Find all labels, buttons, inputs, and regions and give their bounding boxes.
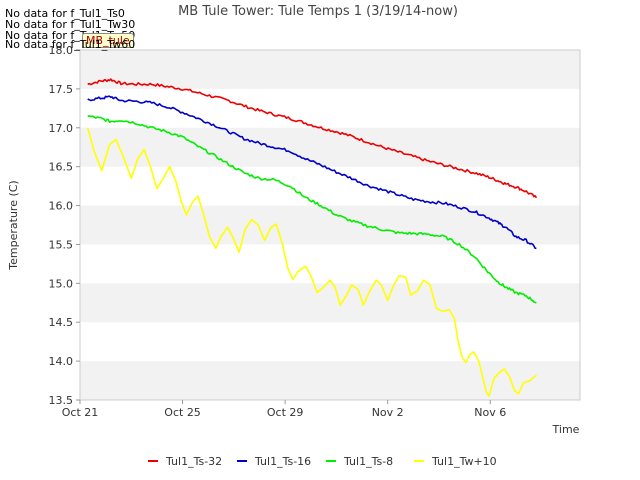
- y-tick-label: 15.5: [49, 238, 74, 251]
- no-data-message: No data for f_Tul1_Tw50: [5, 29, 136, 42]
- chart-title: MB Tule Tower: Tule Temps 1 (3/19/14-now…: [178, 4, 458, 19]
- y-tick-label: 16.5: [49, 161, 74, 174]
- y-axis: 13.5 14.0 14.5 15.0 15.5 16.0 16.5 17.0 17.5 18.0: [49, 44, 80, 407]
- grid-band: [80, 361, 580, 400]
- legend-label: Tul1_Ts-32: [165, 455, 222, 468]
- x-tick-label: Nov 6: [474, 406, 506, 419]
- x-tick-label: Oct 29: [267, 406, 304, 419]
- legend-label: Tul1_Ts-16: [254, 455, 311, 468]
- x-axis: Oct 21 Oct 25 Oct 29 Nov 2 Nov 6: [62, 400, 506, 419]
- legend: Tul1_Ts-32 Tul1_Ts-16 Tul1_Ts-8 Tul1_Tw+10: [148, 455, 497, 468]
- series-line-Tul1_Ts-32: [87, 78, 538, 199]
- grid-band: [80, 205, 580, 245]
- series-layer: [86, 78, 538, 397]
- no-data-message: No data for f_Tul1_Ts0: [5, 7, 125, 20]
- y-tick-label: 14.0: [49, 355, 74, 368]
- x-tick-label: Nov 2: [372, 406, 404, 419]
- y-tick-label: 13.5: [49, 394, 74, 407]
- no-data-message: No data for f_Tul1_Tw60: [5, 38, 136, 51]
- legend-label: Tul1_Tw+10: [431, 455, 497, 468]
- y-tick-label: 18.0: [49, 44, 74, 57]
- legend-label: Tul1_Ts-8: [343, 455, 393, 468]
- x-axis-label: Time: [552, 423, 580, 436]
- no-data-message: No data for f_Tul1_Tw30: [5, 18, 136, 31]
- y-tick-label: 17.5: [49, 83, 74, 96]
- grid-band: [80, 127, 580, 167]
- y-tick-label: 15.0: [49, 277, 74, 290]
- plot-frame: [79, 49, 581, 401]
- grid-band: [80, 283, 580, 323]
- station-badge[interactable]: MB_tule: [82, 33, 134, 48]
- y-tick-label: 16.0: [49, 200, 74, 213]
- grid-bands: [80, 50, 580, 400]
- y-tick-label: 17.0: [49, 122, 74, 135]
- y-axis-label: Temperature (C): [7, 180, 20, 270]
- x-tick-label: Oct 25: [164, 406, 201, 419]
- x-tick-label: Oct 21: [62, 406, 99, 419]
- series-line-Tul1_Tw+10: [86, 127, 537, 397]
- series-line-Tul1_Ts-16: [87, 95, 537, 250]
- series-line-Tul1_Ts-8: [87, 115, 537, 304]
- y-tick-label: 14.5: [49, 316, 74, 329]
- grid-band: [80, 50, 580, 89]
